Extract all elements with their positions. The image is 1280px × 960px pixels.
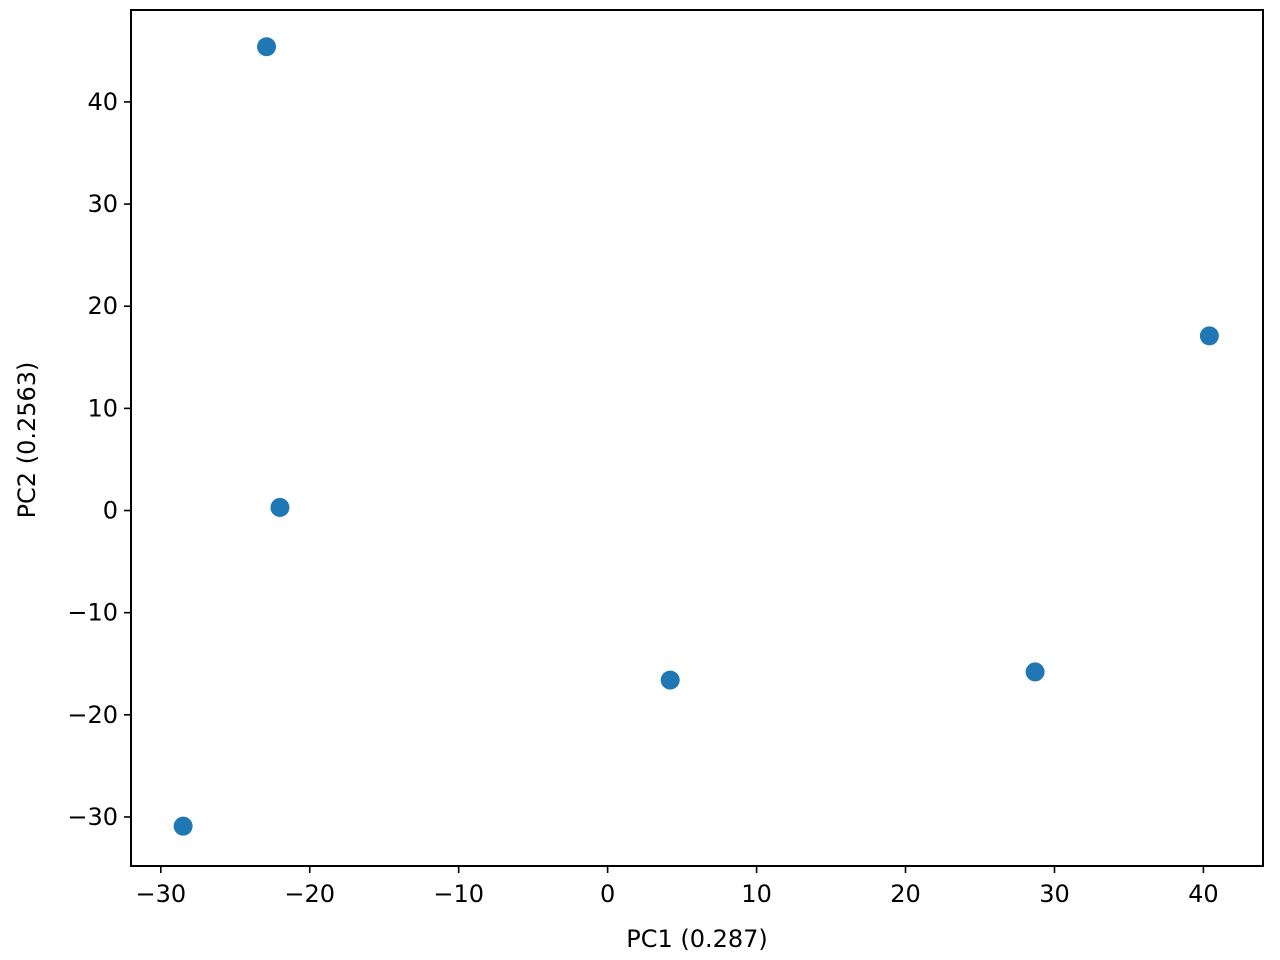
x-tick-label: 10 — [741, 880, 772, 908]
data-point — [1199, 326, 1219, 346]
y-tick-label: −30 — [67, 803, 118, 831]
y-tick-label: −20 — [67, 701, 118, 729]
y-tick-label: 0 — [103, 497, 118, 525]
y-tick-label: 20 — [87, 292, 118, 320]
y-tick-label: 40 — [87, 88, 118, 116]
x-tick-label: 0 — [600, 880, 615, 908]
y-tick-label: 10 — [87, 394, 118, 422]
data-point — [270, 497, 290, 517]
plot-frame — [130, 9, 1264, 867]
x-tick-label: 40 — [1188, 880, 1219, 908]
x-tick-label: 20 — [890, 880, 921, 908]
y-tick-label: 30 — [87, 190, 118, 218]
x-tick-label: −10 — [433, 880, 484, 908]
x-axis-ticks: −30 −20 −10 0 10 20 30 40 — [135, 866, 1219, 908]
y-axis-label: PC2 (0.2563) — [13, 362, 41, 519]
y-tick-label: −10 — [67, 599, 118, 627]
data-point — [257, 37, 277, 57]
data-points — [173, 37, 1219, 836]
x-tick-label: −30 — [135, 880, 186, 908]
data-point — [173, 816, 193, 836]
x-tick-label: −20 — [284, 880, 335, 908]
y-axis-ticks: −30 −20 −10 0 10 20 30 40 — [67, 88, 131, 831]
data-point — [660, 670, 680, 690]
x-tick-label: 30 — [1039, 880, 1070, 908]
x-axis-label: PC1 (0.287) — [626, 925, 768, 953]
data-point — [1025, 662, 1045, 682]
